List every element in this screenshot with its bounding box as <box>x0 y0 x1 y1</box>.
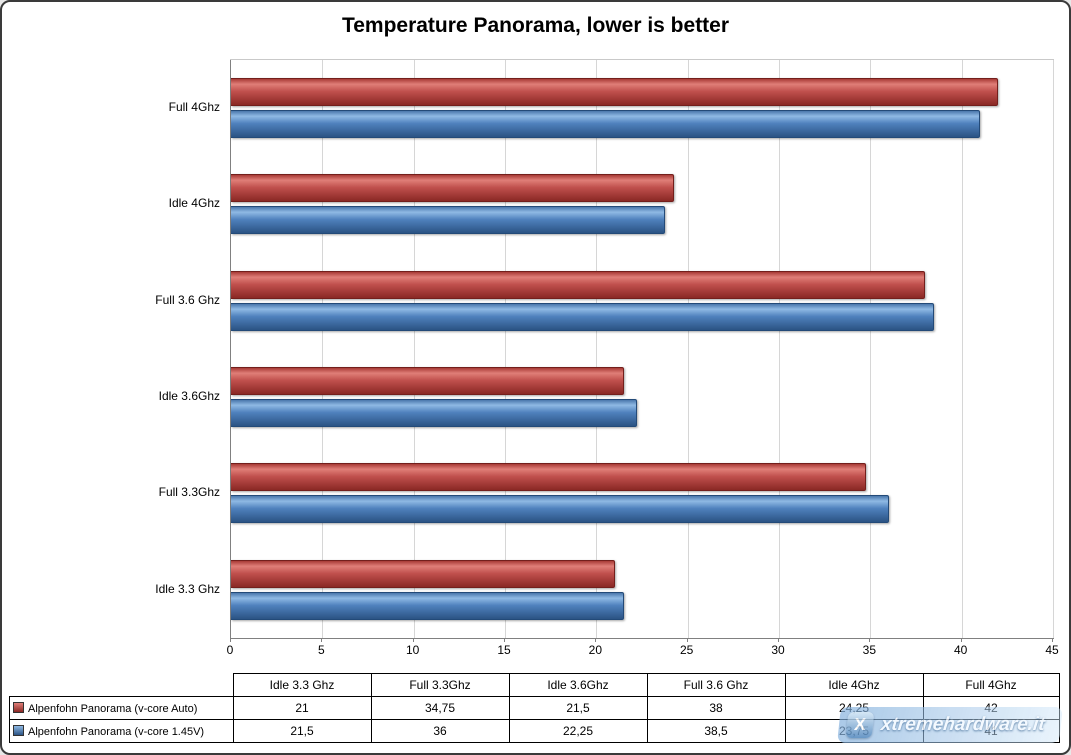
tick-45 <box>1052 638 1053 642</box>
value-cell-series2-Idle 3.6Ghz: 22,25 <box>508 719 648 743</box>
category-label-Idle 3.3 Ghz: Idle 3.3 Ghz <box>155 581 220 596</box>
value-cell-series1-Idle 3.6Ghz: 21,5 <box>508 696 648 720</box>
x-tick-label-35: 35 <box>862 643 876 657</box>
bar-series1-Idle 3.6Ghz <box>231 367 624 396</box>
value-cell-series1-Full 3.6 Ghz: 38 <box>646 696 786 720</box>
x-axis-line <box>230 638 1054 639</box>
category-band-Idle 4Ghz <box>231 156 1053 252</box>
table-col-header-Full 3.6 Ghz: Full 3.6 Ghz <box>646 673 786 697</box>
table-col-header-Idle 3.3 Ghz: Idle 3.3 Ghz <box>232 673 372 697</box>
gridline-20 <box>596 60 598 638</box>
table-col-header-Idle 3.6Ghz: Idle 3.6Ghz <box>508 673 648 697</box>
watermark-text: xtremehardware.it <box>880 714 1047 735</box>
tick-35 <box>869 638 871 642</box>
tick-15 <box>504 638 505 642</box>
x-tick-label-5: 5 <box>317 643 325 657</box>
category-label-Idle 3.6Ghz: Idle 3.6Ghz <box>158 389 220 404</box>
bar-series1-Idle 4Ghz <box>231 174 674 203</box>
gridline-45 <box>1053 60 1054 638</box>
tick-25 <box>686 638 688 642</box>
x-tick-label-15: 15 <box>497 643 511 657</box>
tick-5 <box>321 638 323 642</box>
value-cell-series1-Full 3.3Ghz: 34,75 <box>370 696 510 720</box>
category-label-Full 3.3Ghz: Full 3.3Ghz <box>158 485 220 500</box>
tick-10 <box>412 638 414 642</box>
tick-40 <box>960 638 962 642</box>
x-tick-label-0: 0 <box>226 643 234 657</box>
category-label-Full 4Ghz: Full 4Ghz <box>168 100 220 115</box>
table-col-header-Full 4Ghz: Full 4Ghz <box>922 673 1060 697</box>
legend-key-series1: Alpenfohn Panorama (v-core Auto) <box>9 696 234 720</box>
table-col-header-Full 3.3Ghz: Full 3.3Ghz <box>370 673 510 697</box>
tick-0 <box>230 638 231 642</box>
category-band-Idle 3.6Ghz <box>231 349 1053 445</box>
plot-area <box>230 59 1054 639</box>
legend-swatch-red-icon <box>13 701 24 713</box>
bar-series2-Idle 3.6Ghz <box>231 399 638 428</box>
series-name: Alpenfohn Panorama (v-core 1.45V) <box>28 725 205 738</box>
table-col-header-Idle 4Ghz: Idle 4Ghz <box>784 673 924 697</box>
watermark-logo-icon: X <box>845 712 875 738</box>
bar-series2-Full 4Ghz <box>231 110 980 139</box>
gridline-5 <box>322 60 324 638</box>
value-cell-series2-Full 3.3Ghz: 36 <box>370 719 510 743</box>
gridline-40 <box>961 60 963 638</box>
gridline-30 <box>778 60 780 638</box>
watermark: X xtremehardware.it <box>837 707 1063 743</box>
gridline-35 <box>870 60 872 638</box>
gridline-10 <box>413 60 415 638</box>
value-cell-series2-Full 3.6 Ghz: 38,5 <box>646 719 786 743</box>
value-cell-series2-Idle 3.3 Ghz: 21,5 <box>232 719 372 743</box>
legend-swatch-blue-icon <box>13 724 24 736</box>
gridline-25 <box>687 60 689 638</box>
bar-series1-Idle 3.3 Ghz <box>231 559 615 588</box>
category-label-Full 3.6 Ghz: Full 3.6 Ghz <box>155 292 220 307</box>
category-band-Full 4Ghz <box>231 60 1053 156</box>
category-band-Full 3.3Ghz <box>231 445 1053 541</box>
value-cell-series1-Idle 3.3 Ghz: 21 <box>232 696 372 720</box>
category-band-Full 3.6 Ghz <box>231 253 1053 349</box>
bar-series2-Idle 4Ghz <box>231 206 665 235</box>
x-tick-label-30: 30 <box>771 643 785 657</box>
x-tick-label-10: 10 <box>405 643 420 657</box>
x-tick-label-20: 20 <box>588 643 602 657</box>
chart-title: Temperature Panorama, lower is better <box>341 14 730 37</box>
legend-key-series2: Alpenfohn Panorama (v-core 1.45V) <box>9 719 234 743</box>
category-band-Idle 3.3 Ghz <box>231 542 1053 638</box>
bar-series1-Full 3.3Ghz <box>231 463 866 492</box>
x-tick-label-45: 45 <box>1045 643 1059 657</box>
x-tick-label-25: 25 <box>679 643 694 657</box>
bar-series1-Full 3.6 Ghz <box>231 270 926 299</box>
x-tick-label-40: 40 <box>953 643 968 657</box>
tick-20 <box>595 638 597 642</box>
tick-30 <box>778 638 779 642</box>
gridline-15 <box>504 60 506 638</box>
y-axis-line <box>230 60 231 638</box>
bar-series2-Full 3.3Ghz <box>231 495 889 524</box>
bar-series2-Full 3.6 Ghz <box>231 302 935 331</box>
table-header-row: Idle 3.3 Ghz Full 3.3Ghz Idle 3.6Ghz Full 3… <box>10 673 1060 697</box>
bar-series2-Idle 3.3 Ghz <box>231 591 624 620</box>
series-name: Alpenfohn Panorama (v-core Auto) <box>28 702 198 715</box>
table-corner <box>10 674 234 697</box>
category-label-Idle 4Ghz: Idle 4Ghz <box>168 196 220 211</box>
bar-series1-Full 4Ghz <box>231 78 999 107</box>
